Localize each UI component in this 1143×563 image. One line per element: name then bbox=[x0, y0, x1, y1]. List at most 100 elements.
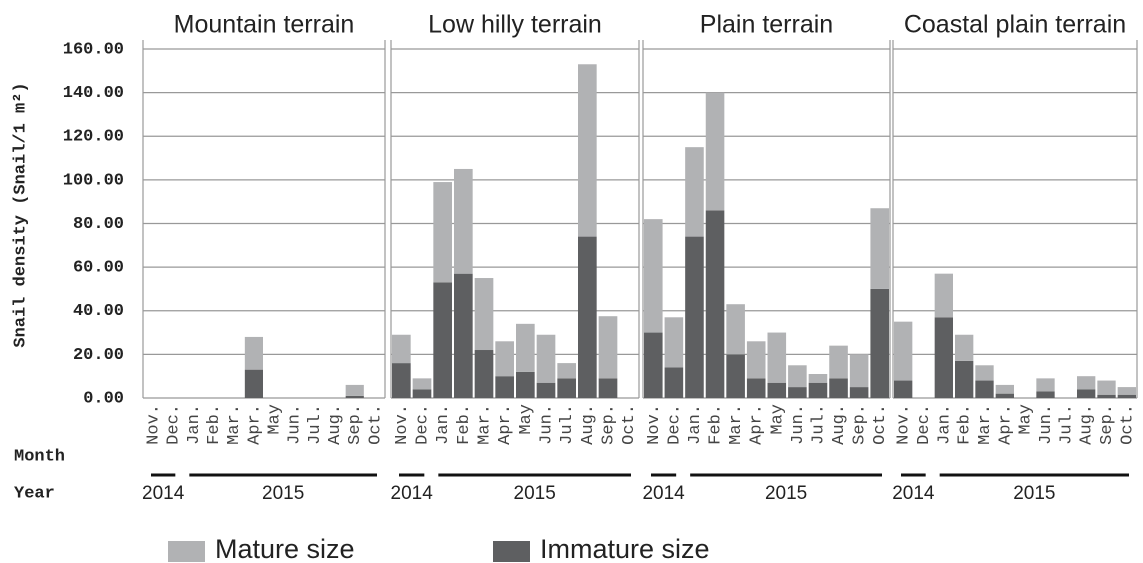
x-tick-label: Apr. bbox=[748, 404, 767, 445]
bar-segment bbox=[495, 376, 514, 398]
y-tick-label: 140.00 bbox=[63, 84, 124, 103]
bar-segment bbox=[870, 208, 889, 289]
bar-segment bbox=[788, 387, 807, 398]
legend-label: Mature size bbox=[215, 534, 355, 563]
y-tick-label: 80.00 bbox=[73, 215, 124, 234]
x-tick-label: Oct. bbox=[871, 404, 890, 445]
bar-segment bbox=[726, 304, 745, 355]
bar-segment bbox=[705, 92, 725, 211]
year-label: 2014 bbox=[142, 483, 185, 504]
year-label: 2015 bbox=[262, 483, 304, 504]
x-tick-label: Jan. bbox=[185, 404, 204, 445]
panel-title: Mountain terrain bbox=[174, 11, 355, 39]
bar-segment bbox=[433, 182, 452, 283]
bar-segment bbox=[474, 278, 494, 351]
x-tick-label: Dec. bbox=[413, 404, 432, 445]
x-tick-label: Dec. bbox=[665, 404, 684, 445]
x-tick-label: Sep. bbox=[346, 404, 365, 445]
bar-segment bbox=[433, 282, 452, 398]
panel-title: Coastal plain terrain bbox=[904, 11, 1126, 39]
y-tick-label: 20.00 bbox=[73, 346, 124, 365]
year-label: 2014 bbox=[391, 483, 434, 504]
bar-segment bbox=[392, 363, 411, 398]
x-tick-label: Nov. bbox=[895, 404, 914, 445]
x-tick-label: Sep. bbox=[851, 404, 870, 445]
x-tick-label: Feb. bbox=[455, 404, 474, 445]
bar-segment bbox=[788, 365, 807, 388]
bar-segment bbox=[1036, 391, 1055, 398]
bar-segment bbox=[392, 334, 411, 364]
x-tick-label: Mar. bbox=[225, 404, 244, 445]
bar-segment bbox=[746, 341, 766, 379]
bar-segment bbox=[685, 236, 704, 398]
bar-segment bbox=[244, 336, 263, 370]
bar-segment bbox=[557, 378, 576, 398]
x-tick-label: Nov. bbox=[393, 404, 412, 445]
year-label: 2014 bbox=[892, 483, 935, 504]
bar-segment bbox=[516, 371, 535, 398]
panel-title: Low hilly terrain bbox=[428, 11, 602, 39]
bar-segment bbox=[995, 384, 1014, 394]
x-tick-label: Jan. bbox=[935, 404, 954, 445]
x-tick-label: Sep. bbox=[599, 404, 618, 445]
x-tick-label: Jun. bbox=[1037, 404, 1056, 445]
bar-segment bbox=[516, 323, 535, 372]
x-tick-label: May bbox=[266, 404, 285, 435]
bar-segment bbox=[705, 210, 725, 398]
x-tick-label: Mar. bbox=[727, 404, 746, 445]
x-tick-label: Jun. bbox=[537, 404, 556, 445]
bar-segment bbox=[1036, 378, 1055, 392]
legend-label: Immature size bbox=[540, 534, 710, 563]
legend-swatch bbox=[493, 541, 530, 562]
bar-segment bbox=[345, 395, 364, 398]
bar-segment bbox=[1117, 387, 1136, 395]
legend-swatch bbox=[168, 541, 205, 562]
bar-segment bbox=[767, 332, 787, 383]
bar-segment bbox=[894, 380, 913, 398]
bar-segment bbox=[808, 382, 828, 398]
y-tick-label: 100.00 bbox=[63, 171, 124, 190]
bar-segment bbox=[536, 334, 556, 383]
y-tick-label: 120.00 bbox=[63, 128, 124, 147]
bar-segment bbox=[1117, 394, 1136, 398]
row-label: Year bbox=[14, 484, 55, 503]
bar-segment bbox=[726, 354, 745, 398]
year-label: 2015 bbox=[1013, 483, 1055, 504]
y-tick-label: 60.00 bbox=[73, 259, 124, 278]
bar-segment bbox=[975, 365, 994, 381]
y-tick-label: 160.00 bbox=[63, 40, 124, 59]
bar-segment bbox=[829, 345, 848, 379]
x-tick-label: Oct. bbox=[620, 404, 639, 445]
bar-segment bbox=[808, 374, 828, 383]
x-tick-label: Jan. bbox=[434, 404, 453, 445]
bar-segment bbox=[870, 288, 889, 398]
bar-segment bbox=[454, 273, 473, 398]
x-tick-label: Dec. bbox=[915, 404, 934, 445]
x-tick-label: Aug. bbox=[830, 404, 849, 445]
bar-segment bbox=[829, 378, 848, 398]
bar-segment bbox=[557, 363, 576, 379]
x-tick-label: Feb. bbox=[205, 404, 224, 445]
y-axis-label: Snail density (Snail/1 m²) bbox=[11, 82, 30, 347]
bar-segment bbox=[685, 147, 704, 237]
bar-segment bbox=[664, 317, 684, 368]
x-tick-label: Mar. bbox=[976, 404, 995, 445]
bar-segment bbox=[644, 219, 663, 333]
panel-title: Plain terrain bbox=[700, 11, 833, 39]
x-tick-label: Nov. bbox=[645, 404, 664, 445]
y-tick-label: 40.00 bbox=[73, 302, 124, 321]
x-tick-label: Oct. bbox=[1118, 404, 1137, 445]
bar-segment bbox=[1077, 389, 1096, 398]
bar-segment bbox=[454, 168, 473, 274]
x-tick-label: Aug. bbox=[1078, 404, 1097, 445]
bar-segment bbox=[598, 316, 618, 379]
x-tick-label: Nov. bbox=[145, 404, 164, 445]
bar-segment bbox=[746, 378, 766, 398]
x-tick-label: Sep. bbox=[1098, 404, 1117, 445]
year-label: 2015 bbox=[765, 483, 807, 504]
x-tick-label: Dec. bbox=[165, 404, 184, 445]
bar-segment bbox=[1097, 394, 1116, 398]
bar-segment bbox=[536, 382, 556, 398]
x-tick-label: May bbox=[768, 404, 787, 435]
